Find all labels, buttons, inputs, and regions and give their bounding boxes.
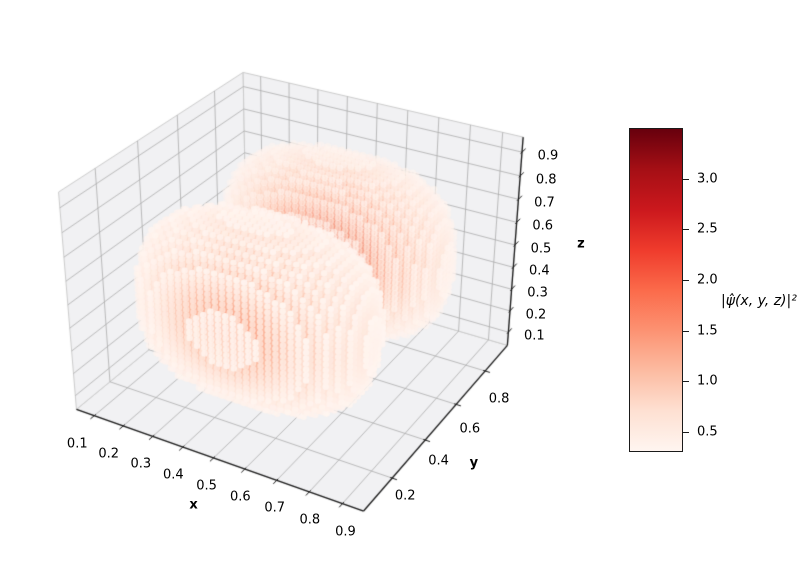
figure: x y z 0.1 0.2 0.3 0.4 0.5 0.6 0.7 0.8 0.9 0.2 0.4 0… — [0, 0, 804, 582]
3d-scatter-plot — [0, 0, 804, 582]
